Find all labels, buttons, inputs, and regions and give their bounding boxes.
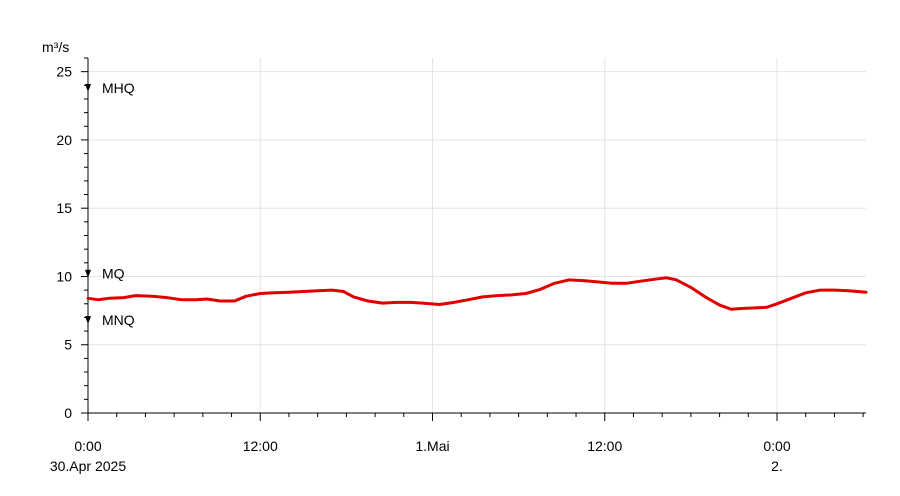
reference-marker-mhq xyxy=(85,84,91,93)
y-tick-label: 5 xyxy=(64,337,72,353)
series-layer xyxy=(86,276,868,311)
y-tick-label: 20 xyxy=(56,132,72,148)
y-tick-label: 10 xyxy=(56,268,72,284)
reference-marker-mq xyxy=(85,269,91,278)
x-tick-sublabel: 30.Apr 2025 xyxy=(50,458,126,474)
y-tick-label: 0 xyxy=(64,405,72,421)
x-tick-label: 0:00 xyxy=(763,438,790,454)
reference-levels: MHQ MQ MNQ xyxy=(85,80,135,328)
discharge-series-line xyxy=(86,276,868,311)
x-tick-sublabel: 2. xyxy=(771,458,783,474)
x-tick-label: 12:00 xyxy=(587,438,622,454)
y-axis-unit-label: m³/s xyxy=(42,39,69,55)
reference-marker-mnq xyxy=(85,316,91,325)
reference-label-mhq: MHQ xyxy=(102,80,135,96)
reference-label-mnq: MNQ xyxy=(102,312,135,328)
axes xyxy=(87,58,866,414)
y-axis-ticks: 0 5 10 15 20 25 xyxy=(56,64,88,421)
grid-lines xyxy=(88,58,866,413)
y-tick-label: 15 xyxy=(56,200,72,216)
reference-label-mq: MQ xyxy=(102,266,125,282)
x-tick-label: 0:00 xyxy=(74,438,101,454)
x-axis-ticks: 0:00 30.Apr 2025 12:00 1.Mai 12:00 0:00 2. xyxy=(50,413,791,474)
minor-ticks xyxy=(84,57,864,417)
x-tick-label: 1.Mai xyxy=(415,438,449,454)
y-tick-label: 25 xyxy=(56,64,72,80)
x-tick-label: 12:00 xyxy=(243,438,278,454)
